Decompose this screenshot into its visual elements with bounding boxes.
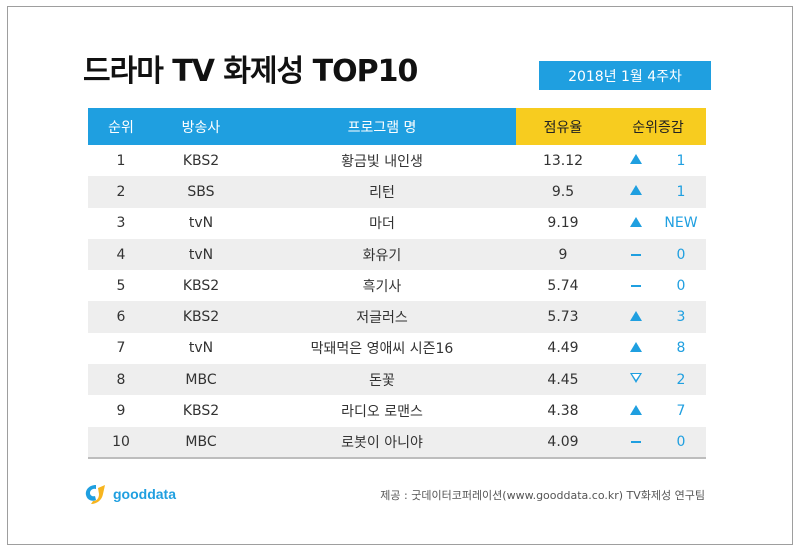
rank-cell: 9 xyxy=(88,395,154,427)
header-program: 프로그램 명 xyxy=(248,108,516,145)
program-cell: 라디오 로맨스 xyxy=(248,395,516,427)
share-cell: 4.09 xyxy=(516,426,610,459)
triangle-down-icon xyxy=(630,373,642,384)
program-cell: 로봇이 아니야 xyxy=(248,426,516,459)
rank-change-cell: 0 xyxy=(610,238,706,271)
share-cell: 5.73 xyxy=(516,301,610,333)
header-channel: 방송사 xyxy=(154,108,248,145)
rank-change-value: 8 xyxy=(676,340,686,357)
rank-cell: 2 xyxy=(88,176,154,208)
rank-cell: 1 xyxy=(88,145,154,177)
program-cell: 막돼먹은 영애씨 시즌16 xyxy=(248,332,516,365)
share-cell: 4.45 xyxy=(516,364,610,396)
share-cell: 4.49 xyxy=(516,332,610,365)
table-row: 10 MBC 로봇이 아니야 4.09 0 xyxy=(88,426,706,459)
table-row: 2 SBS 리턴 9.5 1 xyxy=(88,176,706,208)
rank-change-value: 0 xyxy=(676,246,686,263)
table-row: 9 KBS2 라디오 로맨스 4.38 7 xyxy=(88,395,706,427)
channel-cell: KBS2 xyxy=(154,145,248,177)
table-row: 1 KBS2 황금빛 내인생 13.12 1 xyxy=(88,145,706,177)
rank-cell: 10 xyxy=(88,426,154,459)
rank-change-value: 1 xyxy=(676,183,686,200)
rank-change-value: 3 xyxy=(676,309,686,326)
gooddata-logo-icon xyxy=(85,485,105,504)
rank-change-value: 2 xyxy=(676,371,686,388)
table-row: 4 tvN 화유기 9 0 xyxy=(88,238,706,271)
channel-cell: tvN xyxy=(154,238,248,271)
rank-change-value: 1 xyxy=(676,152,686,169)
program-cell: 황금빛 내인생 xyxy=(248,145,516,177)
channel-cell: SBS xyxy=(154,176,248,208)
header-share: 점유율 xyxy=(516,108,610,145)
rank-change-cell: 8 xyxy=(610,332,706,365)
dash-icon xyxy=(631,440,641,443)
channel-cell: MBC xyxy=(154,364,248,396)
gooddata-logo: gooddata xyxy=(83,482,176,506)
rank-change-cell: 3 xyxy=(610,301,706,333)
rank-change-value: 7 xyxy=(676,403,686,420)
channel-cell: KBS2 xyxy=(154,270,248,302)
rank-change-cell: 2 xyxy=(610,364,706,396)
program-cell: 돈꽃 xyxy=(248,364,516,396)
channel-cell: KBS2 xyxy=(154,301,248,333)
share-cell: 13.12 xyxy=(516,145,610,177)
triangle-up-icon xyxy=(630,341,642,352)
rank-change-cell: 7 xyxy=(610,395,706,427)
header-rank: 순위 xyxy=(88,108,154,145)
channel-cell: tvN xyxy=(154,332,248,365)
rank-cell: 6 xyxy=(88,301,154,333)
rank-change-cell: NEW xyxy=(610,207,706,239)
channel-cell: MBC xyxy=(154,426,248,459)
table-row: 7 tvN 막돼먹은 영애씨 시즌16 4.49 8 xyxy=(88,332,706,365)
source-credit: 제공 : 굿데이터코퍼레이션(www.gooddata.co.kr) TV화제성… xyxy=(380,489,705,502)
rank-change-cell: 0 xyxy=(610,270,706,302)
rank-change-value: NEW xyxy=(664,215,698,232)
rank-change-cell: 1 xyxy=(610,145,706,177)
program-cell: 저글러스 xyxy=(248,301,516,333)
program-cell: 화유기 xyxy=(248,238,516,271)
program-cell: 마더 xyxy=(248,207,516,239)
triangle-up-icon xyxy=(630,216,642,227)
rank-change-value: 0 xyxy=(676,277,686,294)
date-badge: 2018년 1월 4주차 xyxy=(539,61,711,90)
share-cell: 9.19 xyxy=(516,207,610,239)
rank-cell: 5 xyxy=(88,270,154,302)
program-cell: 리턴 xyxy=(248,176,516,208)
rank-change-cell: 0 xyxy=(610,426,706,459)
program-cell: 흑기사 xyxy=(248,270,516,302)
table-row: 6 KBS2 저글러스 5.73 3 xyxy=(88,301,706,333)
rank-change-value: 0 xyxy=(676,433,686,450)
rank-cell: 4 xyxy=(88,238,154,271)
triangle-up-icon xyxy=(630,310,642,321)
triangle-up-icon xyxy=(630,185,642,196)
logo-text: gooddata xyxy=(113,486,176,502)
dash-icon xyxy=(631,284,641,287)
rank-cell: 3 xyxy=(88,207,154,239)
rank-change-cell: 1 xyxy=(610,176,706,208)
triangle-up-icon xyxy=(630,404,642,415)
channel-cell: tvN xyxy=(154,207,248,239)
triangle-up-icon xyxy=(630,154,642,165)
ranking-table: 순위 방송사 프로그램 명 점유율 순위증감 1 KBS2 황금빛 내인생 13.12… xyxy=(88,108,706,459)
rank-cell: 8 xyxy=(88,364,154,396)
rank-cell: 7 xyxy=(88,332,154,365)
share-cell: 9 xyxy=(516,238,610,271)
page-title: 드라마 TV 화제성 TOP10 xyxy=(83,54,418,89)
share-cell: 5.74 xyxy=(516,270,610,302)
table-row: 3 tvN 마더 9.19 NEW xyxy=(88,207,706,239)
table-row: 8 MBC 돈꽃 4.45 2 xyxy=(88,364,706,396)
table-row: 5 KBS2 흑기사 5.74 0 xyxy=(88,270,706,302)
share-cell: 4.38 xyxy=(516,395,610,427)
share-cell: 9.5 xyxy=(516,176,610,208)
table-header-row: 순위 방송사 프로그램 명 점유율 순위증감 xyxy=(88,108,706,145)
dash-icon xyxy=(631,253,641,256)
header-rank-change: 순위증감 xyxy=(610,108,706,145)
channel-cell: KBS2 xyxy=(154,395,248,427)
